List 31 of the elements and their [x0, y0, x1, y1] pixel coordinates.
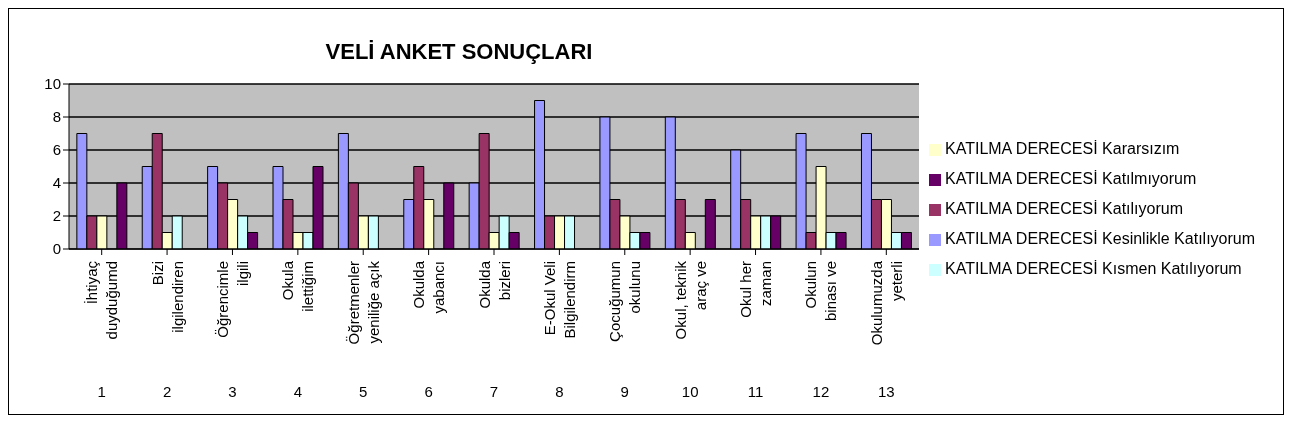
text: 5	[359, 383, 368, 400]
y-tick-label: 10	[44, 75, 61, 93]
y-tick-label: 4	[52, 174, 61, 192]
text: 6	[424, 383, 433, 400]
text: 7	[489, 383, 499, 400]
x-tick-label: İhtiyaç duyduğumd	[83, 260, 121, 340]
x-tick-label: Öğrencimle ilgili	[213, 261, 251, 338]
x-tick-label: Okulda bizleri	[475, 260, 513, 309]
y-tick-label: 6	[52, 141, 61, 159]
x-tick-label: Çocuğumun okulunu	[606, 261, 644, 342]
chart-title: VELİ ANKET SONUÇLARI	[324, 39, 594, 65]
legend-label: KATILMA DERECESİ Kararsızım	[945, 140, 1180, 157]
y-tick-label: 2	[52, 207, 61, 225]
text: 2	[162, 383, 172, 400]
text: 10	[681, 383, 699, 400]
y-tick-label: 0	[52, 240, 61, 258]
legend-label: KATILMA DERECESİ Kesinlikle Katılıyorum	[945, 230, 1256, 247]
text: 1	[97, 383, 106, 400]
legend-label: KATILMA DERECESİ Katılmıyorum	[945, 170, 1197, 187]
y-tick-label: 8	[52, 108, 61, 126]
text: 8	[555, 383, 564, 400]
text: 3	[228, 383, 237, 400]
text: 13	[877, 383, 895, 400]
text: 12	[812, 383, 830, 400]
legend-label: KATILMA DERECESİ Katılıyorum	[945, 200, 1183, 217]
x-tick-label: Okulumuzda yeterli	[867, 260, 905, 346]
text: 9	[620, 383, 629, 400]
legend-label: KATILMA DERECESİ Kısmen Katılıyorum	[945, 260, 1242, 277]
x-tick-label: Okul her zaman	[737, 261, 775, 318]
text: 4	[293, 383, 303, 400]
text: 11	[747, 383, 764, 400]
